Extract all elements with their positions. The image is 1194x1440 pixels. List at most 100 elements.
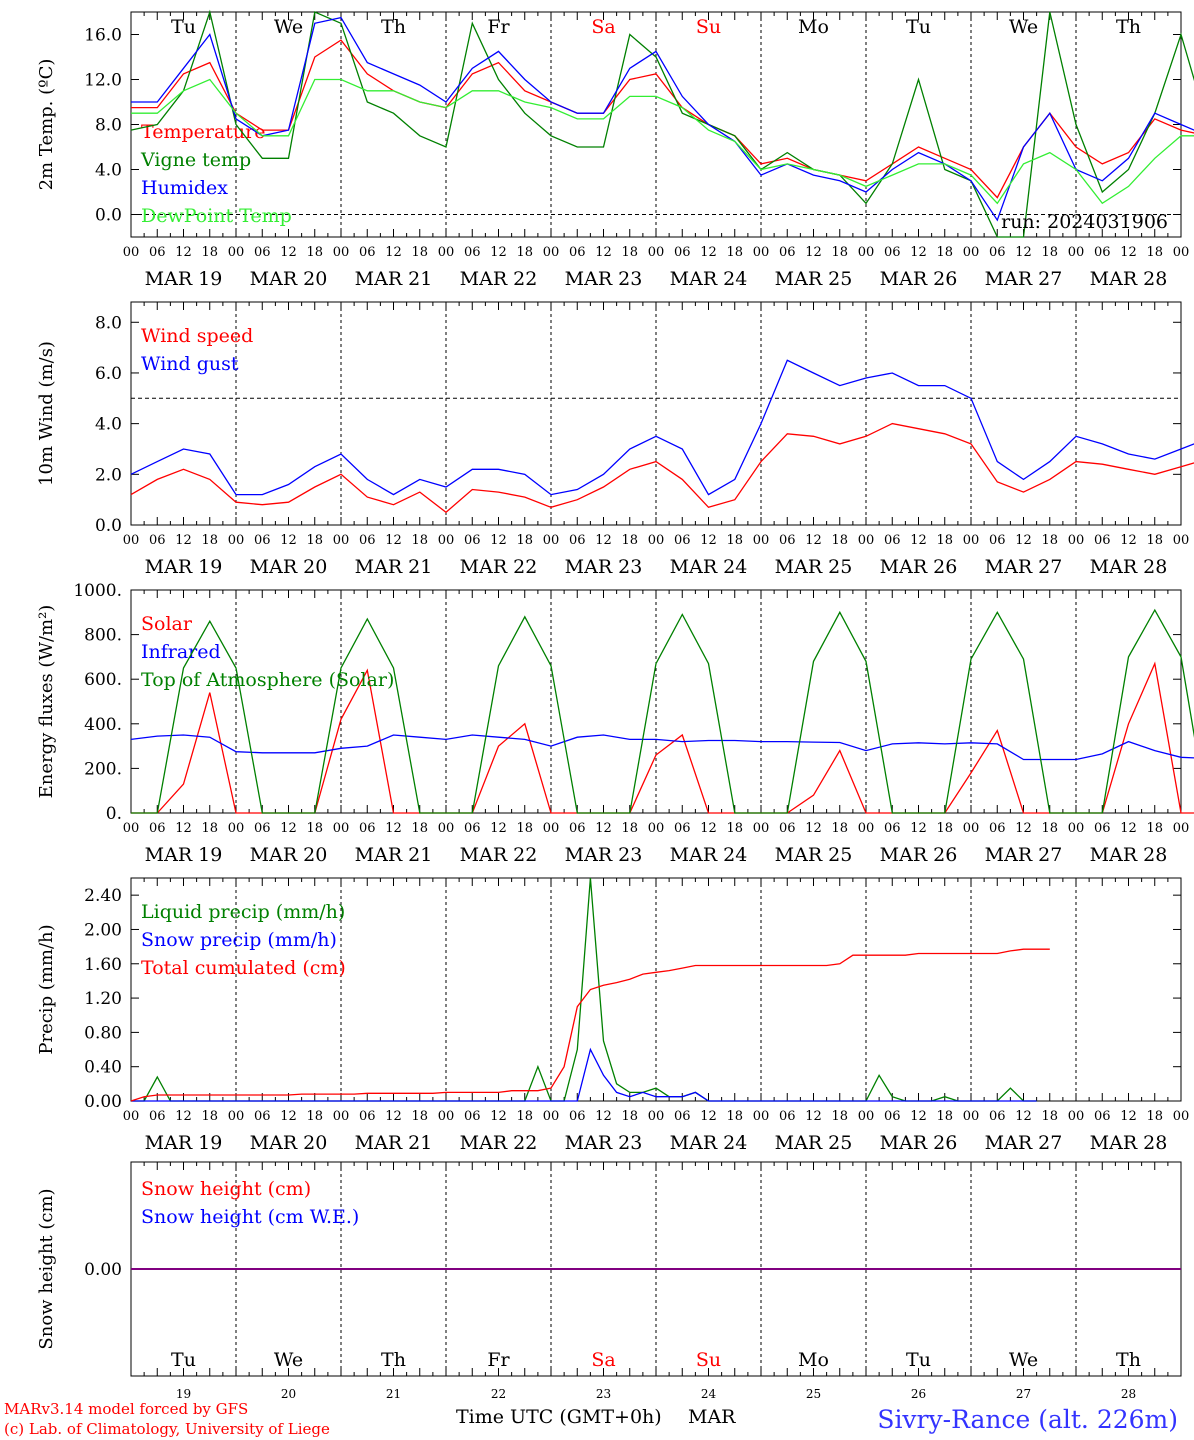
- day-label: MAR 21: [355, 844, 433, 866]
- y-axis-label: Snow height (cm): [36, 1188, 57, 1349]
- hour-tick-label: 12: [910, 1109, 927, 1124]
- day-number-label: 23: [596, 1387, 611, 1401]
- y-tick-label: 200.: [84, 759, 122, 779]
- hour-tick-label: 18: [201, 821, 218, 836]
- y-tick-label: 0.: [106, 804, 122, 824]
- hour-tick-label: 00: [858, 821, 875, 836]
- hour-tick-label: 12: [385, 1109, 402, 1124]
- day-label: MAR 22: [460, 844, 538, 866]
- series-line-2: [131, 1047, 1037, 1102]
- day-label: MAR 27: [985, 844, 1063, 866]
- weekday-label: Th: [1116, 1349, 1141, 1371]
- hour-tick-label: 06: [779, 245, 796, 260]
- hour-tick-label: 06: [464, 1109, 481, 1124]
- y-axis-label: Precip (mm/h): [36, 924, 57, 1054]
- hour-tick-label: 18: [516, 533, 533, 548]
- footer-model-line: MARv3.14 model forced by GFS: [4, 1400, 248, 1418]
- hour-tick-label: 06: [359, 245, 376, 260]
- hour-tick-label: 00: [228, 1109, 245, 1124]
- hour-tick-label: 12: [595, 821, 612, 836]
- hour-tick-label: 06: [674, 821, 691, 836]
- hour-tick-label: 12: [175, 533, 192, 548]
- day-number-label: 24: [701, 1387, 717, 1401]
- hour-tick-label: 12: [280, 821, 297, 836]
- xaxis-month: MAR: [688, 1406, 736, 1428]
- y-tick-label: 12.0: [84, 71, 122, 91]
- hour-tick-label: 00: [753, 245, 770, 260]
- hour-tick-label: 18: [936, 245, 953, 260]
- hour-tick-label: 06: [989, 821, 1006, 836]
- xaxis-title: Time UTC (GMT+0h): [456, 1406, 662, 1428]
- hour-tick-label: 00: [543, 245, 560, 260]
- y-axis-label: 2m Temp. (ºC): [36, 59, 57, 191]
- day-label: MAR 28: [1090, 556, 1168, 578]
- hour-tick-label: 06: [989, 533, 1006, 548]
- hour-tick-label: 12: [490, 245, 507, 260]
- hour-tick-label: 06: [149, 245, 166, 260]
- legend-entry: Liquid precip (mm/h): [141, 901, 345, 923]
- y-tick-label: 800.: [84, 626, 122, 646]
- day-label: MAR 25: [775, 556, 853, 578]
- day-number-label: 26: [911, 1387, 926, 1401]
- weekday-label: Fr: [487, 16, 510, 38]
- hour-tick-label: 06: [884, 533, 901, 548]
- day-label: MAR 26: [880, 268, 958, 290]
- hour-tick-label: 06: [359, 533, 376, 548]
- hour-tick-label: 00: [543, 1109, 560, 1124]
- hour-tick-label: 12: [280, 1109, 297, 1124]
- weekday-label: We: [274, 16, 303, 38]
- day-label: MAR 22: [460, 268, 538, 290]
- y-tick-label: 0.0: [95, 206, 122, 226]
- hour-tick-label: 12: [805, 821, 822, 836]
- day-label: MAR 25: [775, 268, 853, 290]
- hour-tick-label: 18: [726, 1109, 743, 1124]
- hour-tick-label: 18: [1041, 245, 1058, 260]
- series-line-1: [131, 39, 1194, 199]
- day-label: MAR 19: [145, 844, 223, 866]
- hour-tick-label: 18: [516, 245, 533, 260]
- hour-tick-label: 00: [753, 821, 770, 836]
- y-tick-label: 8.0: [95, 116, 122, 136]
- hour-tick-label: 06: [569, 245, 586, 260]
- hour-tick-label: 12: [700, 245, 717, 260]
- weekday-label: Th: [381, 1349, 406, 1371]
- hour-tick-label: 12: [175, 1109, 192, 1124]
- weekday-label: Sa: [591, 1349, 615, 1371]
- y-tick-label: 4.0: [95, 161, 122, 181]
- station-name: Sivry-Rance (alt. 226m): [877, 1405, 1178, 1434]
- legend-entry: Total cumulated (cm): [141, 957, 346, 979]
- hour-tick-label: 12: [490, 821, 507, 836]
- y-tick-label: 2.00: [84, 920, 122, 940]
- chart-panel-4: 0.00 0.40 0.80 1.20 1.60 2.00 2.40 Precip (mm/h…: [36, 877, 1189, 1154]
- hour-tick-label: 00: [438, 533, 455, 548]
- weekday-label: Mo: [798, 1349, 829, 1371]
- day-label: MAR 24: [670, 556, 748, 578]
- hour-tick-label: 12: [385, 821, 402, 836]
- hour-tick-label: 06: [779, 533, 796, 548]
- day-label: MAR 22: [460, 1132, 538, 1154]
- hour-tick-label: 12: [175, 245, 192, 260]
- hour-tick-label: 18: [1146, 1109, 1163, 1124]
- hour-tick-label: 18: [1041, 1109, 1058, 1124]
- hour-tick-label: 00: [858, 533, 875, 548]
- day-label: MAR 23: [565, 268, 643, 290]
- series-line-1: [130, 422, 1194, 514]
- hour-tick-label: 00: [333, 533, 350, 548]
- day-label: MAR 26: [880, 556, 958, 578]
- weekday-label: We: [1009, 16, 1038, 38]
- hour-tick-label: 00: [1068, 245, 1085, 260]
- hour-tick-label: 18: [621, 245, 638, 260]
- y-tick-label: 0.80: [84, 1023, 122, 1043]
- hour-tick-label: 00: [858, 245, 875, 260]
- hour-tick-label: 12: [700, 821, 717, 836]
- hour-tick-label: 12: [805, 533, 822, 548]
- hour-tick-label: 06: [674, 245, 691, 260]
- weekday-label: Tu: [906, 1349, 931, 1371]
- hour-tick-label: 00: [963, 1109, 980, 1124]
- hour-tick-label: 06: [1094, 245, 1111, 260]
- series-line-2: [130, 9, 1194, 238]
- day-label: MAR 24: [670, 1132, 748, 1154]
- weekday-label: Su: [696, 16, 721, 38]
- hour-tick-label: 06: [884, 245, 901, 260]
- hour-tick-label: 18: [516, 1109, 533, 1124]
